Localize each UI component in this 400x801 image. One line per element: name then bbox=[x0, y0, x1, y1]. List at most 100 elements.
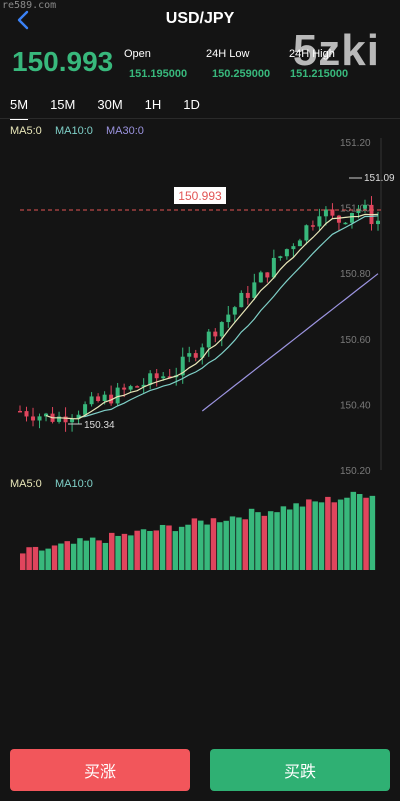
tab-1h[interactable]: 1H bbox=[144, 97, 162, 112]
candle bbox=[96, 393, 101, 403]
y-tick-label: 150.20 bbox=[340, 466, 371, 477]
volume-ma10-indicator: MA10:0 bbox=[55, 478, 93, 490]
candle bbox=[376, 211, 380, 231]
candle bbox=[343, 222, 348, 225]
candle bbox=[31, 407, 36, 427]
candle bbox=[187, 346, 192, 363]
ma5-indicator: MA5:0 bbox=[10, 125, 42, 137]
y-tick-label: 151.20 bbox=[340, 138, 371, 149]
volume-bar bbox=[337, 499, 344, 570]
buy-rise-button[interactable]: 买涨 bbox=[10, 749, 190, 791]
tab-30m[interactable]: 30M bbox=[97, 97, 123, 112]
candle bbox=[141, 378, 146, 394]
ma5-line bbox=[45, 213, 379, 420]
stat-open-label: Open bbox=[124, 48, 151, 60]
current-price-tag bbox=[174, 187, 226, 204]
tab-1d[interactable]: 1D bbox=[183, 97, 200, 112]
stat-open-value: 151.195000 bbox=[129, 68, 188, 80]
back-arrow-icon[interactable] bbox=[12, 8, 36, 32]
candle bbox=[70, 414, 75, 432]
volume-bar bbox=[261, 515, 268, 570]
candle bbox=[50, 407, 55, 424]
buy-fall-button[interactable]: 买跌 bbox=[210, 749, 390, 791]
volume-bar bbox=[109, 532, 115, 570]
high-annotation: 151.09 bbox=[364, 173, 395, 184]
candle bbox=[271, 249, 276, 279]
stat-open: Open 151.195000 bbox=[124, 48, 187, 80]
volume-bar bbox=[248, 508, 255, 570]
stat-24h-high: 24H High 151.215000 bbox=[289, 48, 348, 80]
watermark-site-text: re589.com bbox=[2, 0, 57, 11]
candle bbox=[252, 273, 257, 301]
current-price-tag-text: 150.993 bbox=[178, 189, 222, 203]
y-tick-label: 150.40 bbox=[340, 400, 371, 411]
candle bbox=[180, 347, 185, 384]
volume-bar bbox=[331, 502, 337, 570]
candlestick-chart[interactable]: 151.20 151.00 150.80 150.60 150.40 150.20 150… bbox=[0, 130, 400, 480]
volume-bar bbox=[198, 520, 204, 570]
candle bbox=[317, 208, 322, 231]
tab-15m[interactable]: 15M bbox=[50, 97, 76, 112]
candle bbox=[115, 382, 120, 406]
current-price: 150.993 bbox=[12, 46, 114, 77]
volume-bar bbox=[58, 543, 64, 570]
volume-bar bbox=[318, 502, 325, 570]
tab-5m[interactable]: 5M bbox=[10, 97, 29, 120]
volume-bar bbox=[83, 540, 90, 570]
y-tick-label: 151.00 bbox=[340, 204, 371, 215]
volume-bar bbox=[147, 530, 153, 570]
volume-bar bbox=[223, 520, 229, 570]
stat-24h-low: 24H Low 150.259000 bbox=[206, 48, 270, 80]
volume-bar bbox=[280, 506, 287, 570]
volume-bar bbox=[121, 533, 128, 570]
volume-bar bbox=[344, 497, 350, 570]
candle bbox=[239, 290, 244, 308]
volume-bar bbox=[26, 547, 32, 570]
volume-bar bbox=[115, 535, 121, 570]
ma30-indicator: MA30:0 bbox=[106, 125, 144, 137]
volume-ma5-indicator: MA5:0 bbox=[10, 478, 42, 490]
candle bbox=[232, 305, 237, 323]
ma10-indicator: MA10:0 bbox=[55, 125, 93, 137]
volume-bar bbox=[287, 509, 293, 570]
volume-bar bbox=[128, 535, 134, 570]
candle bbox=[362, 199, 367, 213]
volume-bar bbox=[39, 550, 45, 570]
candle bbox=[219, 321, 224, 347]
volume-bar bbox=[20, 553, 26, 570]
volume-bar bbox=[178, 526, 185, 570]
volume-bar bbox=[236, 517, 242, 570]
ma30-line bbox=[201, 273, 379, 412]
volume-bar bbox=[356, 494, 363, 570]
volume-bar bbox=[102, 542, 109, 570]
volume-bar bbox=[32, 546, 39, 570]
volume-bar bbox=[153, 530, 159, 570]
candle bbox=[349, 212, 354, 229]
volume-chart bbox=[20, 491, 376, 570]
volume-bar bbox=[191, 518, 198, 570]
ma10-line bbox=[78, 215, 379, 418]
volume-bar bbox=[134, 530, 140, 570]
candle bbox=[109, 385, 114, 406]
candle bbox=[265, 272, 270, 283]
volume-bar bbox=[293, 503, 299, 570]
volume-bar bbox=[64, 541, 70, 570]
volume-bar bbox=[299, 506, 306, 570]
volume-bar bbox=[96, 540, 102, 570]
candle bbox=[226, 306, 231, 328]
candle bbox=[44, 412, 49, 422]
candle bbox=[63, 407, 68, 432]
volume-bar bbox=[140, 529, 147, 570]
volume-bar bbox=[45, 548, 51, 570]
volume-bar bbox=[89, 537, 96, 570]
stat-24h-high-value: 151.215000 bbox=[290, 68, 349, 80]
volume-bar bbox=[204, 524, 210, 570]
candle bbox=[24, 406, 29, 422]
candle bbox=[83, 401, 88, 417]
y-tick-label: 150.60 bbox=[340, 335, 371, 346]
volume-bar bbox=[274, 512, 280, 570]
volume-bar bbox=[77, 538, 83, 570]
candle bbox=[284, 248, 289, 260]
candle bbox=[18, 405, 22, 413]
volume-bar bbox=[51, 545, 58, 570]
